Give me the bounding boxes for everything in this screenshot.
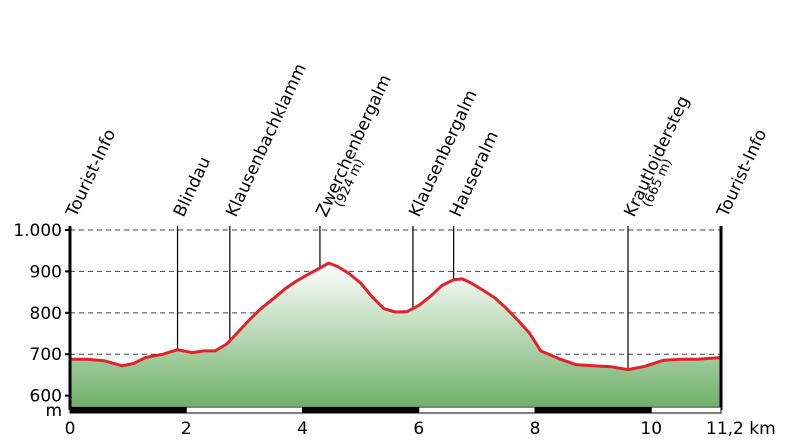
y-tick-label: 1.000 [13, 221, 62, 241]
scale-bar-segment [69, 406, 187, 414]
scale-bar-segment [650, 406, 722, 414]
y-tick-label: 600 [30, 387, 62, 407]
x-tick-label: 0 [65, 419, 76, 439]
x-axis-end-label: 11,2 km [706, 419, 776, 439]
waypoint-label: Zwerchenbergalm [312, 72, 395, 220]
x-tick-label: 4 [297, 419, 308, 439]
waypoint-label: Tourist-Info [713, 126, 771, 221]
elevation-area [70, 263, 721, 406]
elevation-line [70, 261, 722, 372]
waypoint-label: Klausenbachklamm [222, 61, 311, 220]
waypoint-labels: Tourist-Info Blindau Klausenbachklamm Zwerc… [62, 61, 771, 221]
y-axis-unit-label: m [45, 401, 62, 421]
y-tick-label: 800 [30, 304, 62, 324]
scale-bar-segment [185, 406, 303, 414]
waypoint-markers [176, 226, 629, 370]
y-tick-label: 900 [30, 262, 62, 282]
x-tick-label: 8 [530, 419, 541, 439]
scale-bar-segment [534, 406, 652, 414]
x-tick-label: 6 [413, 419, 424, 439]
axes [65, 226, 723, 414]
scale-bar-segment [302, 406, 420, 414]
y-axis-tick-labels: 1.000 900 800 700 600 [13, 221, 62, 407]
x-tick-label: 2 [181, 419, 192, 439]
x-tick-label: 10 [640, 419, 662, 439]
scale-bar-segment [418, 406, 536, 414]
x-axis-tick-labels: 0 2 4 6 8 10 [65, 419, 662, 439]
waypoint-label: Blindau [170, 154, 215, 220]
waypoint-label: Tourist-Info [62, 126, 120, 221]
y-tick-label: 700 [30, 345, 62, 365]
